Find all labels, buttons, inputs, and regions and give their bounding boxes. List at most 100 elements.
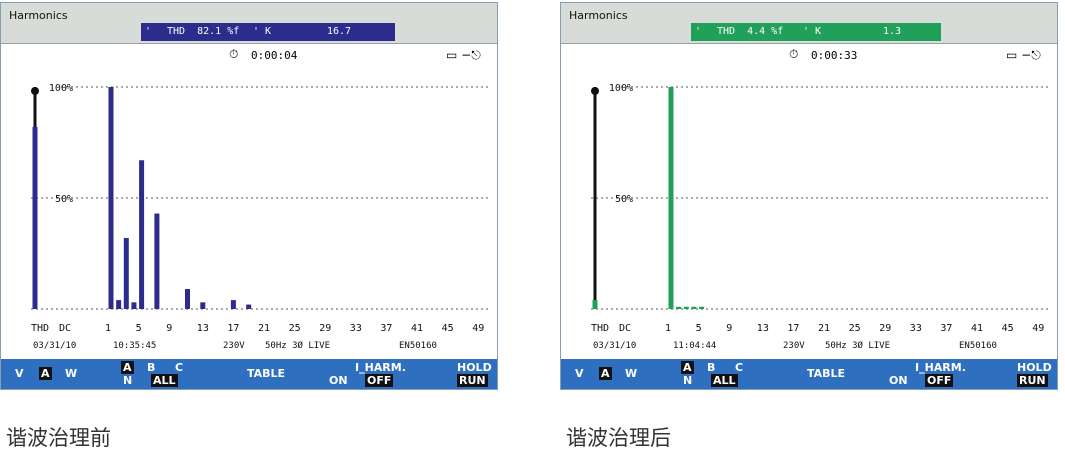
status-standard: EN50160 <box>399 341 437 351</box>
iharm-on-option[interactable]: ON <box>329 374 348 387</box>
x-tick-label: 25 <box>288 323 301 334</box>
bar-h2 <box>116 300 122 309</box>
x-tick-label: 21 <box>258 323 271 334</box>
x-tick-label: 45 <box>441 323 454 334</box>
fn-key-v[interactable]: V <box>15 367 24 380</box>
thd-readout: THD 4.4 %f <box>717 26 784 37</box>
x-tick-label: 37 <box>940 323 953 334</box>
x-tick-label: 1 <box>105 323 112 334</box>
x-tick-label: 29 <box>319 323 332 334</box>
x-tick-label: 41 <box>971 323 984 334</box>
info-row: ⏱ 0:00:33 ▭ −⎋ <box>561 47 1057 65</box>
bar-h4 <box>691 306 697 309</box>
y-tick-50: 50% <box>615 194 633 205</box>
x-tick-label: 17 <box>227 323 240 334</box>
fn-key-phase-n[interactable]: N <box>683 374 693 387</box>
fn-key-v[interactable]: V <box>575 367 584 380</box>
x-tick-label: 45 <box>1001 323 1014 334</box>
fn-key-phase-all[interactable]: ALL <box>151 374 178 387</box>
status-time: 11:04:44 <box>673 341 717 351</box>
fn-key-phase-b[interactable]: B <box>147 361 156 374</box>
thd-readout-bar: ' THD 82.1 %f ' K 16.7 <box>141 23 395 41</box>
stopwatch-icon: ⏱ <box>229 47 239 61</box>
bar-h4 <box>131 302 137 309</box>
fn-key-phase-all[interactable]: ALL <box>711 374 738 387</box>
x-tick-label: 37 <box>380 323 393 334</box>
iharm-off-option[interactable]: OFF <box>365 374 394 387</box>
x-tick-label: 5 <box>695 323 702 334</box>
x-tick-label: 1 <box>665 323 672 334</box>
fn-key-w[interactable]: W <box>65 367 78 380</box>
iharm-label: I_HARM. <box>355 361 406 374</box>
status-time: 10:35:45 <box>113 341 157 351</box>
x-tick-label: 33 <box>909 323 922 334</box>
x-tick-label: 9 <box>726 323 733 334</box>
hold-button[interactable]: HOLD <box>457 361 492 374</box>
fn-key-phase-n[interactable]: N <box>123 374 133 387</box>
table-button[interactable]: TABLE <box>247 367 286 380</box>
fn-key-phase-a[interactable]: A <box>681 361 694 374</box>
screen-header: Harmonics ' THD 4.4 %f ' K 1.3 <box>561 3 1057 44</box>
bar-hthd <box>32 126 38 310</box>
iharm-on-option[interactable]: ON <box>889 374 908 387</box>
fn-key-w[interactable]: W <box>625 367 638 380</box>
x-tick-label: 13 <box>756 323 769 334</box>
panel-caption: 谐波治理后 <box>566 426 671 450</box>
phase-marker: ' <box>695 26 702 37</box>
status-freq-mode: 50Hz 3Ø LIVE <box>265 341 331 351</box>
panel-caption: 谐波治理前 <box>6 426 111 450</box>
status-date: 03/31/10 <box>593 341 637 351</box>
run-button[interactable]: RUN <box>457 374 488 387</box>
hold-button[interactable]: HOLD <box>1017 361 1052 374</box>
fn-key-phase-b[interactable]: B <box>707 361 716 374</box>
harmonics-bar-chart: 100% 50% <box>591 83 1051 310</box>
elapsed-time: 0:00:04 <box>251 49 298 62</box>
x-tick-label: 25 <box>848 323 861 334</box>
fn-key-phase-a[interactable]: A <box>121 361 134 374</box>
thd-readout: THD 82.1 %f <box>167 26 240 37</box>
status-voltage: 230V <box>783 341 805 351</box>
phase-marker: ' <box>253 26 260 37</box>
bar-h1 <box>668 87 674 309</box>
fn-key-phase-c[interactable]: C <box>735 361 744 374</box>
x-axis-labels: THD DC 1 5 9 13 17 21 25 29 33 37 41 45 49 <box>1 323 497 339</box>
phase-marker: ' <box>145 26 152 37</box>
harmonics-panel-after: Harmonics ' THD 4.4 %f ' K 1.3 ⏱ 0:00:33… <box>560 2 1058 450</box>
status-voltage: 230V <box>223 341 245 351</box>
table-button[interactable]: TABLE <box>807 367 846 380</box>
y-tick-50: 50% <box>55 194 73 205</box>
x-axis-labels: THD DC 1 5 9 13 17 21 25 29 33 37 41 45 49 <box>561 323 1057 339</box>
fn-key-a[interactable]: A <box>599 367 612 380</box>
bar-h5 <box>139 160 145 309</box>
bar-hthd <box>592 300 598 309</box>
x-tick-label: DC <box>59 323 72 334</box>
phase-marker: ' <box>803 26 810 37</box>
bar-h2 <box>676 306 682 309</box>
cursor-handle <box>31 87 39 95</box>
x-tick-label: 49 <box>1032 323 1045 334</box>
iharm-label: I_HARM. <box>915 361 966 374</box>
harmonics-bar-chart: 100% 50% <box>31 83 491 310</box>
k-factor-value: 1.3 <box>883 26 902 37</box>
bar-h1 <box>108 87 114 309</box>
x-tick-label: 41 <box>411 323 424 334</box>
x-tick-label: 5 <box>135 323 142 334</box>
status-freq-mode: 50Hz 3Ø LIVE <box>825 341 891 351</box>
bar-h3 <box>683 306 689 309</box>
bar-h3 <box>123 237 129 309</box>
info-row: ⏱ 0:00:04 ▭ −⎋ <box>1 47 497 65</box>
k-factor-label: K <box>815 26 822 37</box>
k-factor-label: K <box>265 26 272 37</box>
harmonics-panel-before: Harmonics ' THD 82.1 %f ' K 16.7 ⏱ 0:00:… <box>0 2 498 450</box>
fn-key-a[interactable]: A <box>39 367 52 380</box>
x-tick-label: 49 <box>472 323 485 334</box>
cursor-handle <box>591 87 599 95</box>
analyzer-screen: Harmonics ' THD 4.4 %f ' K 1.3 ⏱ 0:00:33… <box>560 2 1058 390</box>
run-button[interactable]: RUN <box>1017 374 1048 387</box>
fn-key-phase-c[interactable]: C <box>175 361 184 374</box>
iharm-off-option[interactable]: OFF <box>925 374 954 387</box>
status-date: 03/31/10 <box>33 341 77 351</box>
screen-header: Harmonics ' THD 82.1 %f ' K 16.7 <box>1 3 497 44</box>
bar-h19 <box>246 304 252 309</box>
status-row: 03/31/10 11:04:44 230V 50Hz 3Ø LIVE EN50… <box>561 341 1057 355</box>
